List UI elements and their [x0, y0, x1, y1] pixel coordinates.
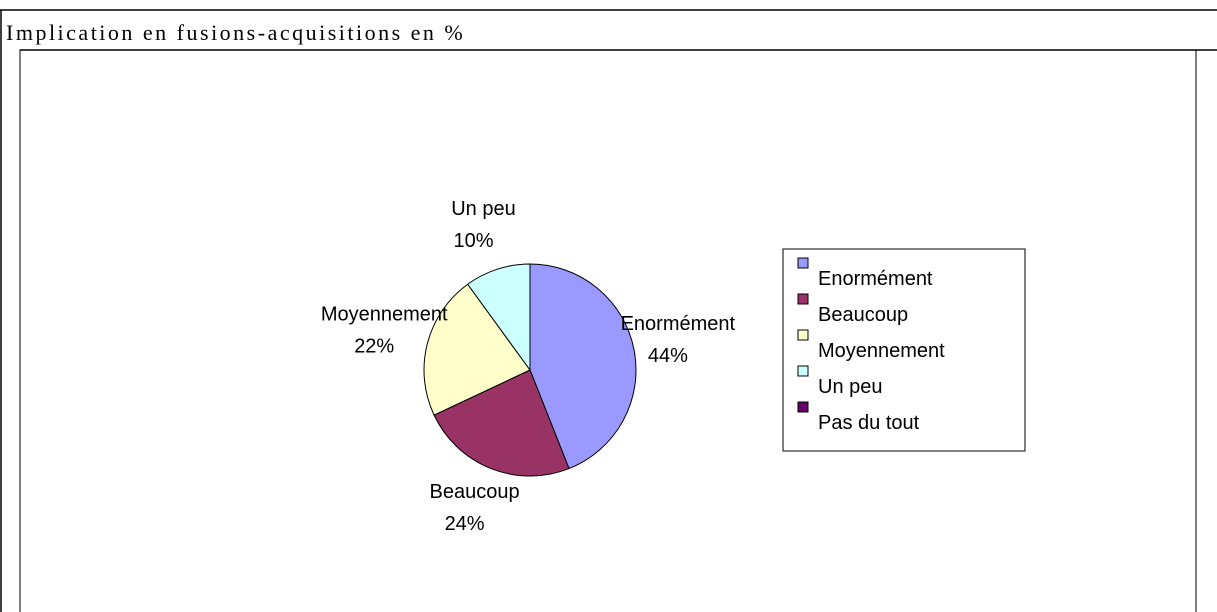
pie-slice: [529, 263, 637, 470]
legend-swatch: [797, 401, 809, 413]
legend-swatch: [797, 365, 809, 377]
plot-frame: [19, 49, 1197, 612]
legend-label: Beaucoup: [818, 304, 908, 326]
slice-value: 44%: [648, 345, 688, 367]
chart-title: Implication en fusions-acquisitions en %: [6, 20, 465, 45]
slice-name: Moyennement: [321, 304, 448, 326]
legend-label: Un peu: [818, 376, 883, 398]
slice-value: 24%: [445, 513, 485, 535]
slice-value: 10%: [453, 230, 493, 252]
legend-label: Moyennement: [818, 340, 945, 362]
slice-name: Un peu: [451, 198, 516, 220]
legend-box: [782, 248, 1026, 452]
pie-slice: [423, 283, 531, 416]
slice-name: Beaucoup: [430, 481, 520, 503]
slice-name: Enormément: [621, 313, 736, 335]
legend-swatch: [797, 257, 809, 269]
legend-label: Pas du tout: [818, 412, 920, 434]
legend-label: Enormément: [818, 268, 933, 290]
pie-slice: [433, 369, 570, 477]
slice-value: 22%: [354, 336, 394, 358]
legend-swatch: [797, 329, 809, 341]
legend-swatch: [797, 293, 809, 305]
